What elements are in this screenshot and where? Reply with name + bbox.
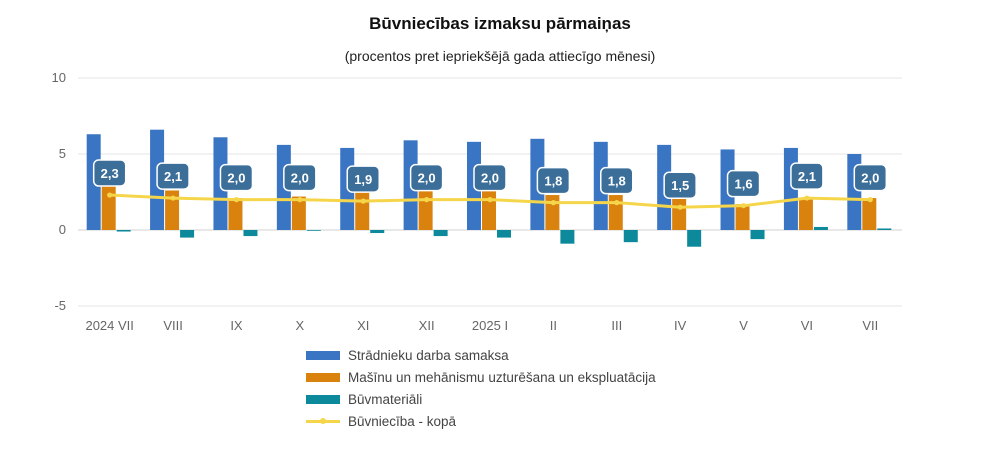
y-tick-label: 10: [52, 70, 66, 85]
bar-materials: [877, 228, 892, 230]
chart-subtitle: (procentos pret iepriekšējā gada attiecī…: [344, 48, 656, 64]
legend-label-total: Būvniecība - kopā: [348, 413, 457, 429]
data-label: 1,8: [608, 174, 626, 189]
line-total-point: [804, 195, 810, 201]
data-label-box: [473, 163, 507, 192]
data-label-box: [283, 163, 317, 192]
data-label: 1,6: [734, 177, 752, 192]
x-tick-label: VIII: [163, 318, 183, 333]
x-tick-label: III: [611, 318, 622, 333]
x-tick-label: VII: [862, 318, 878, 333]
x-tick-label: V: [739, 318, 748, 333]
line-total-point: [360, 198, 366, 204]
bar-machinery: [291, 196, 306, 230]
bar-materials: [750, 230, 765, 240]
x-tick-label: 2025 I: [472, 318, 508, 333]
bar-materials: [433, 230, 448, 237]
bar-materials: [243, 230, 258, 237]
bar-machinery: [355, 192, 370, 230]
line-total-point: [487, 197, 493, 203]
bar-machinery: [482, 185, 496, 230]
data-label: 2,1: [164, 169, 182, 184]
bar-machinery: [798, 198, 813, 230]
y-tick-label: 5: [59, 146, 66, 161]
line-total-point: [867, 197, 873, 203]
legend-item-materials: Būvmateriāli: [306, 388, 656, 410]
bar-materials: [560, 230, 575, 244]
line-total-point: [614, 200, 620, 206]
line-total-point: [107, 192, 113, 198]
legend-item-machinery: Mašīnu un mehānismu uzturēšana un eksplu…: [306, 366, 656, 388]
data-label: 2,0: [861, 171, 879, 186]
data-label-box: [346, 165, 380, 193]
line-total-point: [297, 197, 303, 203]
data-label-box: [726, 169, 761, 198]
bar-machinery: [101, 185, 116, 230]
data-label: 2,0: [291, 171, 309, 186]
data-label: 1,5: [671, 178, 689, 193]
legend-swatch-wages: [306, 350, 340, 360]
bar-machinery: [165, 190, 180, 230]
data-label: 2,0: [227, 171, 245, 186]
data-label-box: [790, 162, 824, 190]
legend-swatch-total: [306, 417, 340, 426]
data-label: 1,9: [354, 172, 372, 187]
data-label-box: [219, 163, 254, 192]
legend-item-wages: Strādnieku darba samaksa: [306, 344, 656, 366]
legend-label-wages: Strādnieku darba samaksa: [348, 347, 509, 363]
line-total-point: [677, 204, 683, 210]
line-total-point: [424, 197, 430, 203]
x-tick-label: X: [296, 318, 305, 333]
data-label: 2,0: [481, 171, 499, 186]
line-total-point: [233, 197, 240, 203]
bar-materials: [623, 230, 638, 243]
chart-title: Būvniecības izmaksu pārmaiņas: [369, 14, 631, 33]
bar-materials: [306, 230, 321, 231]
x-tick-label: II: [550, 318, 557, 333]
data-label: 2,3: [101, 166, 119, 181]
data-label-box: [663, 171, 697, 199]
x-tick-label: VI: [801, 318, 813, 333]
data-label-box: [600, 166, 634, 195]
bar-materials: [813, 226, 828, 230]
legend-label-machinery: Mašīnu un mehānismu uzturēšana un eksplu…: [348, 369, 656, 385]
data-label-box: [409, 163, 444, 192]
legend-swatch-machinery: [306, 372, 340, 382]
data-label-box: [92, 159, 127, 187]
y-tick-label: -5: [54, 298, 66, 313]
bar-machinery: [862, 198, 877, 230]
x-tick-label: IX: [230, 318, 243, 333]
data-label: 2,1: [798, 169, 816, 184]
legend-swatch-materials: [306, 394, 340, 404]
bar-materials: [370, 230, 385, 234]
chart-legend: Strādnieku darba samaksa Mašīnu un mehān…: [306, 344, 656, 432]
bar-machinery: [418, 188, 433, 230]
x-tick-label: XI: [357, 318, 369, 333]
bar-materials: [180, 230, 195, 238]
line-total-point: [170, 195, 176, 201]
bar-materials: [116, 230, 131, 232]
y-tick-label: 0: [59, 222, 66, 237]
line-total-point: [550, 200, 556, 206]
bar-materials: [687, 230, 702, 247]
data-label: 2,0: [418, 171, 436, 186]
bar-machinery: [228, 198, 243, 230]
x-tick-label: XII: [419, 318, 435, 333]
legend-item-total: Būvniecība - kopā: [306, 410, 656, 432]
bar-machinery: [735, 204, 750, 230]
data-label: 1,8: [544, 174, 562, 189]
data-label-box: [853, 163, 888, 192]
bar-materials: [497, 230, 511, 238]
bar-machinery: [672, 198, 687, 230]
data-label-box: [156, 162, 190, 190]
line-total-point: [740, 203, 747, 209]
data-label-box: [536, 166, 571, 195]
legend-label-materials: Būvmateriāli: [348, 391, 423, 407]
x-tick-label: IV: [674, 318, 687, 333]
x-tick-label: 2024 VII: [85, 318, 133, 333]
